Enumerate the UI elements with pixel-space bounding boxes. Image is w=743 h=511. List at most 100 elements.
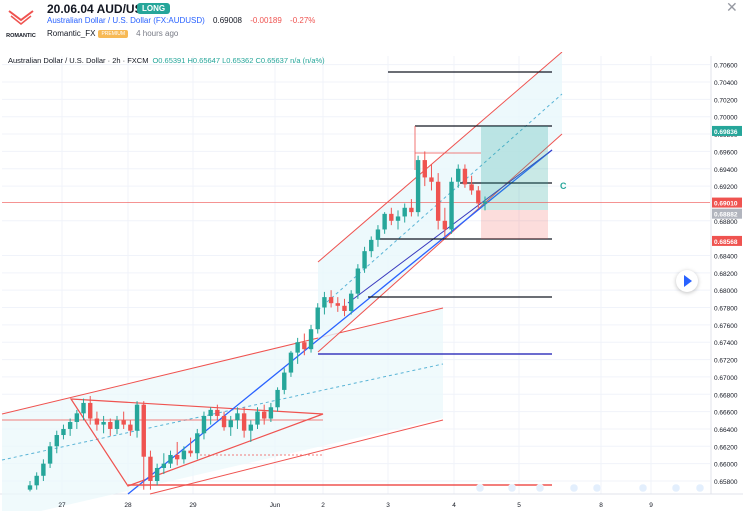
y-tick-label: 0.66000	[714, 462, 738, 469]
wave-label: C	[560, 181, 567, 191]
event-flag-icon	[671, 483, 681, 493]
profit-zone	[481, 126, 548, 210]
candle-body	[215, 409, 220, 416]
candle-body	[268, 407, 274, 419]
candle-body	[456, 168, 461, 182]
x-tick-label: 4	[452, 502, 456, 509]
candle-body	[195, 433, 200, 454]
symbol-link[interactable]: Australian Dollar / U.S. Dollar (FX:AUDU…	[47, 16, 205, 25]
candle-body	[47, 446, 53, 464]
lower-channel-bottom	[149, 419, 444, 495]
y-tick-label: 0.68000	[714, 288, 738, 295]
y-tick-label: 0.66800	[714, 392, 738, 399]
candle-body	[175, 454, 180, 460]
y-tick-label: 0.67200	[714, 358, 738, 365]
candle-body	[168, 454, 173, 464]
candle-body	[81, 402, 86, 414]
candle-body	[241, 413, 247, 431]
candle-body	[94, 418, 100, 425]
event-flag-icon	[638, 483, 648, 493]
y-tick-label: 0.65800	[714, 479, 738, 486]
candle-body	[462, 168, 468, 185]
price-chart[interactable]: C 0.706000.704000.702000.700000.698000.6…	[0, 52, 743, 511]
candle-body	[67, 422, 73, 429]
candle-body	[61, 428, 66, 436]
candle-body	[148, 456, 153, 481]
candle-body	[201, 415, 207, 434]
author-name[interactable]: Romantic_FX	[47, 29, 96, 38]
event-flag-icon	[475, 483, 485, 493]
y-tick-label: 0.67400	[714, 340, 738, 347]
premium-badge: PREMIUM	[98, 29, 129, 38]
candle-body	[348, 293, 354, 311]
x-tick-label: 2	[321, 502, 325, 509]
candle-body	[181, 450, 187, 460]
x-tick-label: 5	[517, 502, 521, 509]
x-tick-label: Jun	[270, 502, 281, 509]
publish-time: 4 hours ago	[136, 29, 179, 38]
price-label: 0.68882	[714, 212, 738, 219]
candle-body	[342, 305, 347, 311]
candle-body	[302, 342, 307, 350]
candle-body	[121, 420, 126, 425]
candle-body	[154, 467, 160, 481]
candle-body	[429, 177, 434, 182]
x-tick-label: 9	[649, 502, 653, 509]
candle-body	[322, 297, 327, 308]
legend-name: Australian Dollar / U.S. Dollar · 2h · F…	[8, 56, 149, 65]
candle-body	[415, 160, 421, 213]
event-flag-icon	[569, 483, 579, 493]
idea-header: ROMANTIC 20.06.04 AUD/USD LONG ✕ Austral…	[0, 0, 743, 45]
candle-body	[128, 424, 133, 431]
y-tick-label: 0.70200	[714, 97, 738, 104]
candle-body	[375, 229, 381, 240]
y-tick-label: 0.69400	[714, 167, 738, 174]
price-label-bg	[712, 208, 742, 219]
lower-channel-fill	[2, 308, 443, 511]
candle-body	[315, 307, 320, 330]
romantic-logo: ROMANTIC	[6, 10, 36, 39]
play-button[interactable]	[676, 270, 698, 292]
close-icon[interactable]: ✕	[726, 0, 738, 15]
candle-body	[114, 420, 120, 429]
candle-body	[54, 435, 59, 447]
candle-body	[395, 216, 401, 221]
event-flag-icon	[507, 483, 517, 493]
price-change-pct: -0.27%	[290, 16, 316, 25]
candle-body	[402, 207, 407, 217]
y-tick-label: 0.67000	[714, 375, 738, 382]
candle-body	[41, 463, 46, 476]
candle-body	[221, 415, 227, 428]
price-label: 0.68568	[714, 239, 738, 246]
x-tick-label: 3	[386, 502, 390, 509]
candle-body	[449, 181, 454, 230]
y-tick-label: 0.70000	[714, 115, 738, 122]
candle-body	[389, 213, 394, 221]
y-tick-label: 0.68200	[714, 271, 738, 278]
candle-body	[74, 413, 80, 423]
event-flag-icon	[535, 483, 545, 493]
play-icon	[684, 275, 692, 287]
x-tick-label: 8	[599, 502, 603, 509]
candle-body	[482, 201, 488, 204]
y-tick-label: 0.70400	[714, 80, 738, 87]
event-flag-icon	[592, 483, 602, 493]
candle-body	[435, 181, 441, 221]
candle-body	[422, 160, 427, 178]
candle-body	[409, 207, 414, 213]
author-line: Romantic_FX PREMIUM 4 hours ago	[47, 29, 178, 38]
y-tick-label: 0.68800	[714, 219, 738, 226]
candle-body	[235, 413, 240, 421]
candle-body	[355, 268, 361, 294]
candle-body	[308, 329, 314, 350]
candle-body	[188, 450, 193, 454]
x-tick-label: 29	[189, 502, 197, 509]
x-tick-label: 27	[58, 502, 66, 509]
candle-body	[362, 251, 367, 269]
x-tick-label: 28	[124, 502, 132, 509]
candle-body	[476, 190, 481, 204]
candle-body	[275, 389, 280, 408]
candle-body	[288, 352, 294, 373]
logo-text: ROMANTIC	[6, 33, 36, 39]
candle-body	[208, 409, 213, 416]
